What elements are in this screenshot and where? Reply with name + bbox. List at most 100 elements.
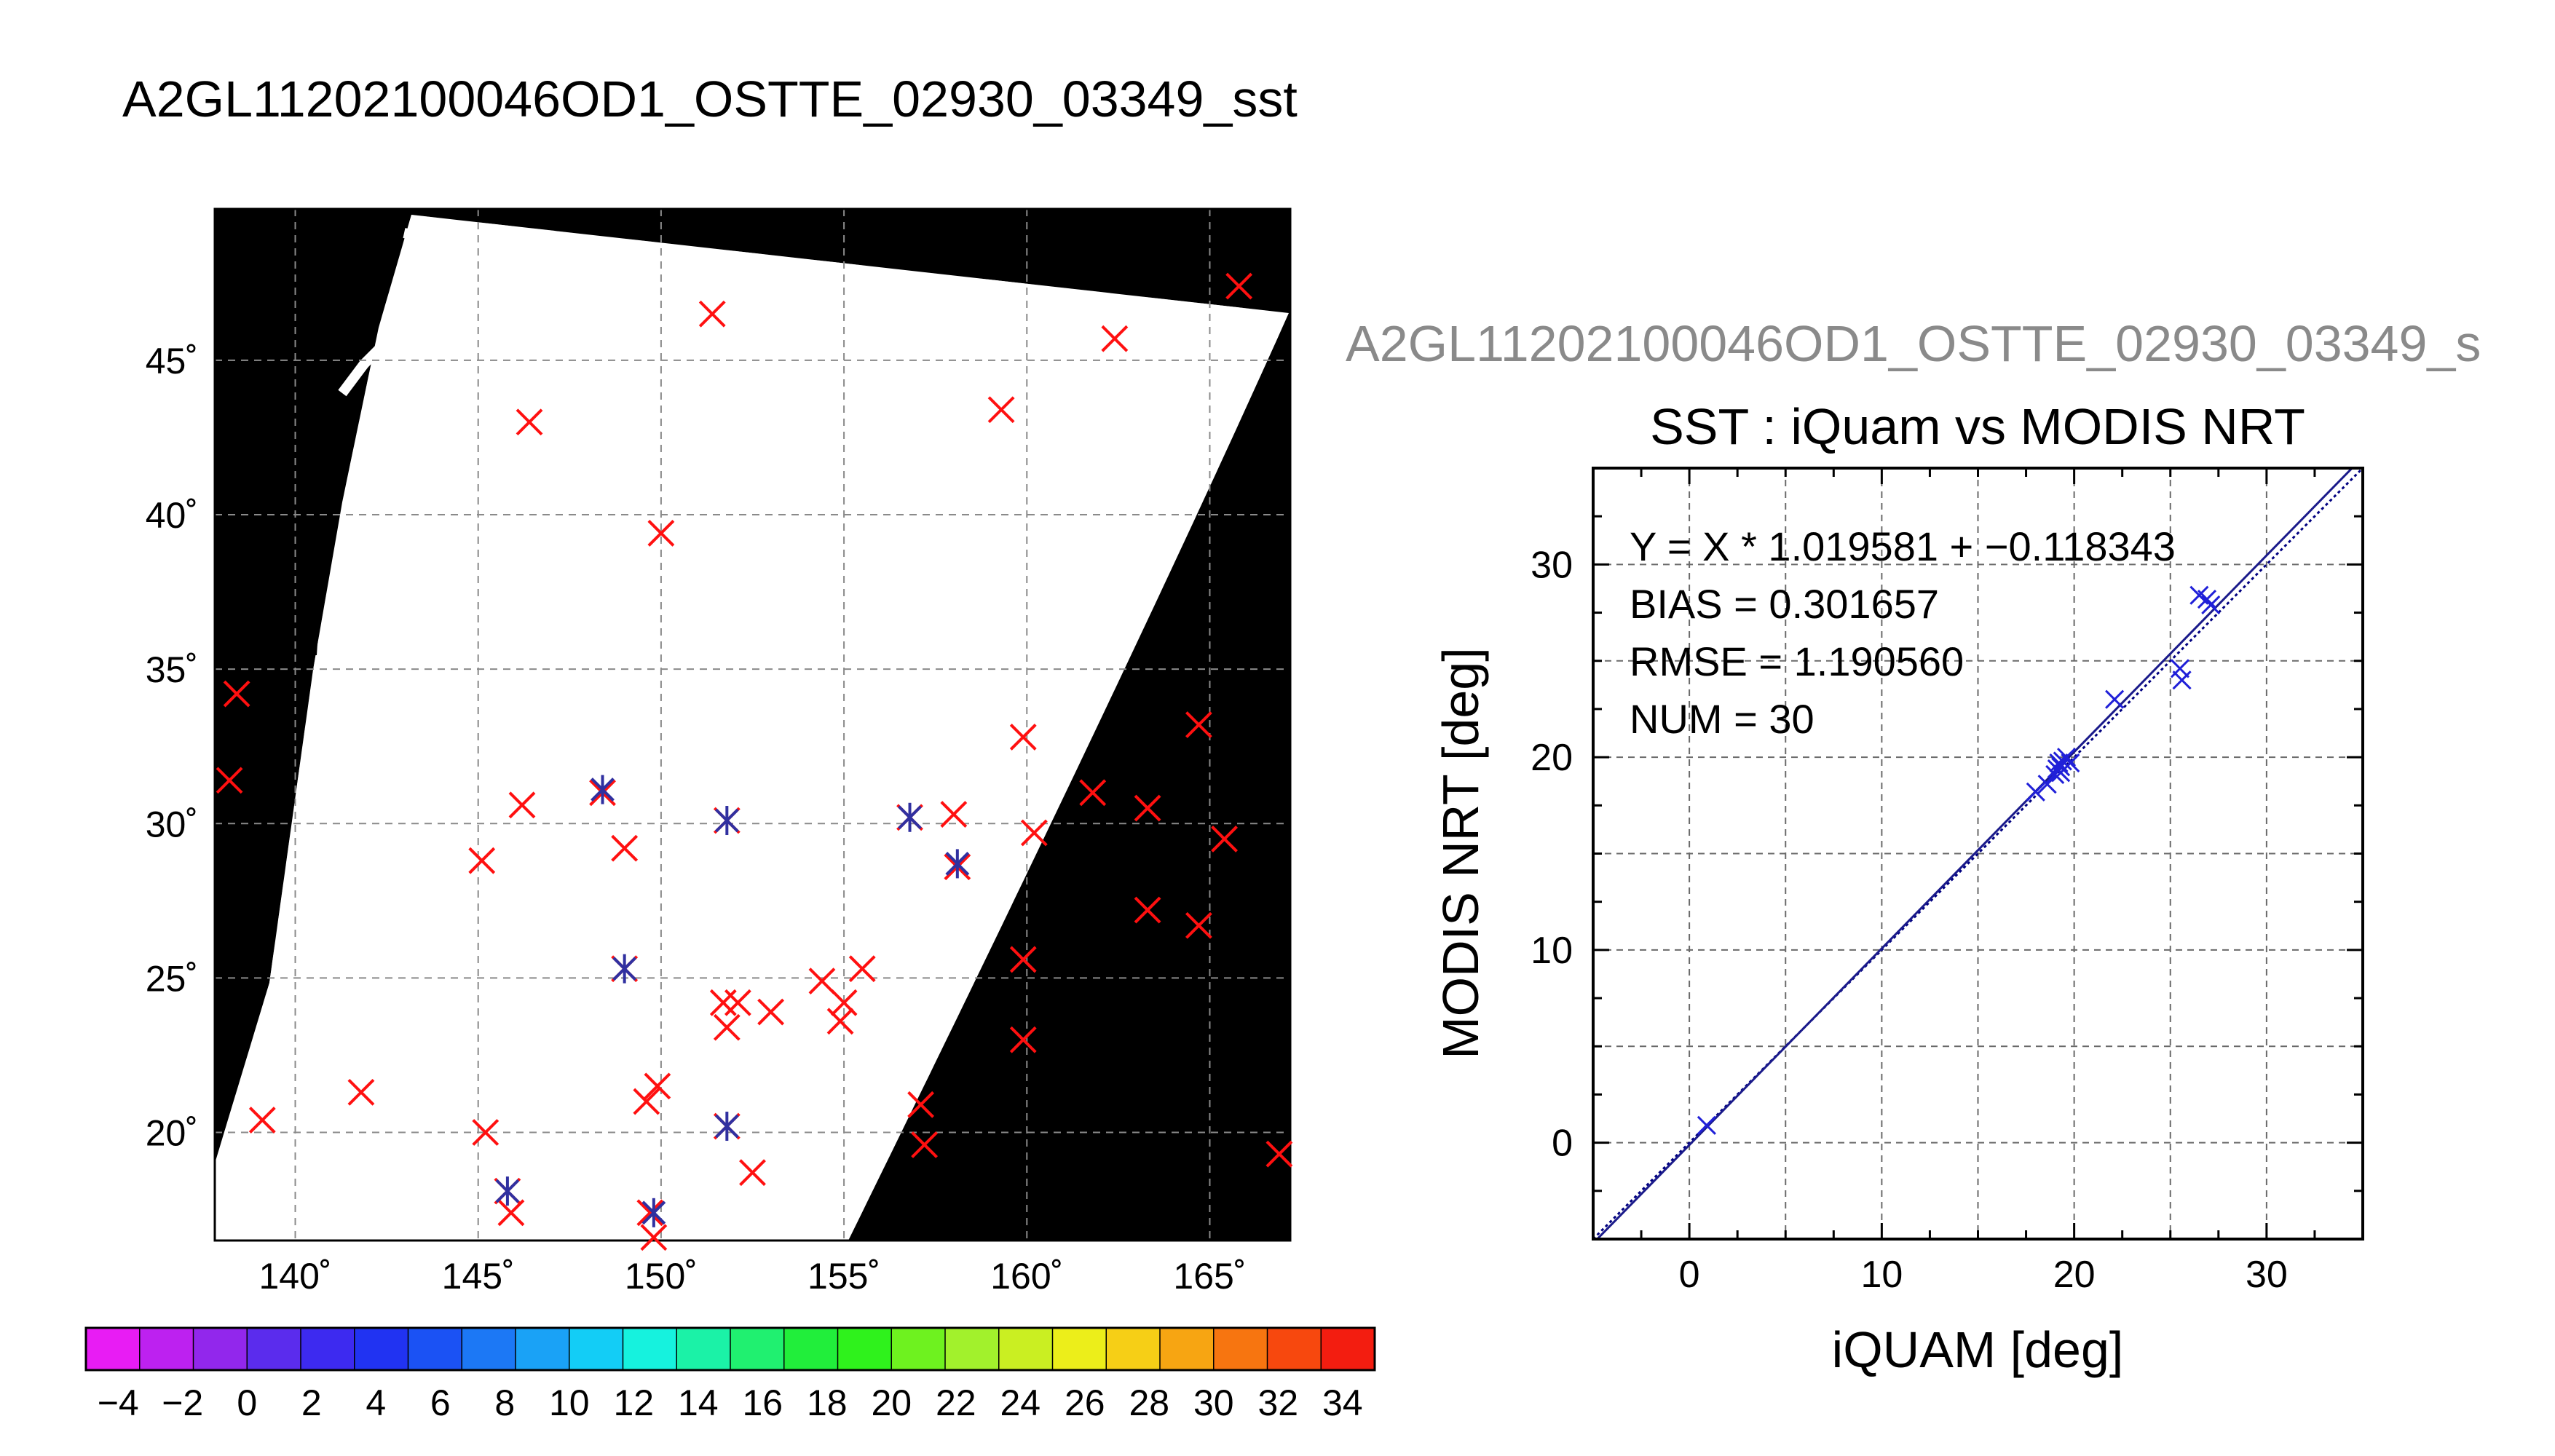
colorbar-cell	[783, 1327, 839, 1371]
colorbar-cell	[192, 1327, 248, 1371]
scatter-point-b	[2061, 753, 2080, 773]
scatter-point-b	[2170, 659, 2190, 678]
iquam-marker	[907, 1091, 935, 1118]
matchup-marker	[612, 954, 637, 984]
scatter-ytick-label: 0	[1552, 1123, 1573, 1165]
iquam-marker-b	[907, 1091, 935, 1118]
scatter-point-b	[2172, 670, 2192, 690]
iquam-marker-b	[633, 1088, 660, 1115]
iquam-marker	[826, 1008, 854, 1035]
map-ytick-label: 40˚	[146, 495, 198, 536]
scatter-ytick-label: 30	[1531, 544, 1573, 586]
colorbar-tick-label: 34	[1322, 1382, 1363, 1423]
colorbar-cell	[246, 1327, 302, 1371]
matchup-marker	[591, 775, 615, 804]
iquam-marker-b	[713, 1013, 741, 1041]
iquam-marker-b	[644, 1072, 671, 1100]
scatter-frame	[1592, 467, 2364, 1241]
colorbar-tick-label: 12	[613, 1382, 654, 1423]
scatter-point	[2201, 595, 2221, 615]
iquam-marker	[1225, 272, 1253, 300]
scatter-point	[2105, 689, 2125, 709]
scatter-point-b	[2105, 689, 2125, 709]
iquam-marker	[508, 791, 536, 819]
colorbar-tick-label: 0	[237, 1382, 257, 1423]
colorbar-cell	[944, 1327, 1000, 1371]
iquam-marker	[468, 847, 496, 874]
colorbar-cell	[1105, 1327, 1161, 1371]
scatter-annotation: RMSE = 1.190560	[1630, 638, 1964, 684]
colorbar: −4 −2 0 2 4 6 8 10 12 14 16 18 20 22 24 26 28 30 32 34	[84, 1326, 1376, 1423]
iquam-marker-b	[516, 408, 543, 436]
scatter-point	[1697, 1115, 1716, 1135]
iquam-marker-b	[611, 834, 639, 862]
scatter-point-b	[2037, 775, 2057, 794]
colorbar-tick-labels: −4 −2 0 2 4 6 8 10 12 14 16 18 20 22 24 26 28 30 32 34	[98, 1382, 1363, 1423]
iquam-marker	[1009, 946, 1037, 973]
colorbar-tick-label: 16	[742, 1382, 783, 1423]
colorbar-cell	[1320, 1327, 1376, 1371]
iquam-marker	[640, 1224, 668, 1251]
colorbar-cell	[461, 1327, 517, 1371]
scatter-xtick-label: 10	[1860, 1254, 1903, 1296]
iquam-marker	[647, 520, 675, 547]
map-ytick-label: 20˚	[146, 1113, 198, 1154]
colorbar-tick-label: 18	[807, 1382, 848, 1423]
iquam-marker	[516, 408, 543, 436]
colorbar-cell	[837, 1327, 893, 1371]
figure-title: A2GL11202100046OD1_OSTTE_02930_03349_sst	[122, 71, 1298, 127]
iquam-marker-b	[223, 680, 250, 708]
iquam-marker	[1020, 819, 1048, 847]
iquam-marker-b	[508, 791, 536, 819]
iquam-marker-b	[848, 955, 876, 983]
iquam-marker-b	[1265, 1140, 1293, 1168]
iquam-marker-b	[739, 1159, 766, 1187]
colorbar-cell	[622, 1327, 678, 1371]
sst-field	[215, 215, 1289, 1241]
colorbar-frame	[84, 1326, 1376, 1372]
iquam-marker	[808, 968, 836, 995]
colorbar-cell	[1051, 1327, 1107, 1371]
scatter-annotation: BIAS = 0.301657	[1630, 581, 1939, 627]
scatter-point	[2051, 757, 2071, 777]
matchup-marker	[641, 1198, 666, 1227]
iquam-marker	[848, 955, 876, 983]
iquam-marker	[497, 1199, 525, 1227]
map-tick-labels: 140˚ 145˚ 150˚ 155˚ 160˚ 165˚ 20˚ 25˚ 30˚ 35˚ 40˚ 4…	[146, 341, 1247, 1297]
colorbar-tick-label: 2	[301, 1382, 322, 1423]
iquam-marker	[1009, 1026, 1037, 1053]
scatter-point	[2197, 589, 2217, 609]
iquam-marker	[713, 1013, 741, 1041]
iquam-marker	[698, 300, 726, 328]
colorbar-tick-label: 6	[430, 1382, 451, 1423]
iquam-marker	[633, 1088, 660, 1115]
scatter-point	[2037, 775, 2057, 794]
sst-map: 140˚ 145˚ 150˚ 155˚ 160˚ 165˚ 20˚ 25˚ 30˚ 35˚ 40˚ 4…	[146, 207, 1293, 1297]
scatter-points	[1697, 585, 2221, 1135]
map-xtick-label: 155˚	[807, 1256, 880, 1297]
scatter-point	[2026, 782, 2045, 802]
colorbar-tick-label: 32	[1257, 1382, 1298, 1423]
iquam-marker-b	[1134, 896, 1161, 924]
scatter-xtick-label: 30	[2246, 1254, 2288, 1296]
identity-line	[1593, 468, 2363, 1239]
iquam-marker	[757, 998, 785, 1026]
iquam-marker-b	[472, 1119, 499, 1146]
scatter-point-b	[2201, 595, 2221, 615]
iquam-marker	[1185, 711, 1212, 738]
iquam-marker	[987, 396, 1015, 424]
iquam-marker-b	[830, 989, 858, 1016]
iquam-marker-b	[808, 968, 836, 995]
matchup-marker	[945, 849, 970, 879]
iquam-marker	[223, 680, 250, 708]
scatter-ylabel: MODIS NRT [deg]	[1432, 647, 1489, 1059]
matchup-marker	[898, 802, 922, 832]
colorbar-tick-label: 20	[871, 1382, 912, 1423]
scatter-point-b	[2056, 748, 2077, 767]
scatter-file-title: A2GL11202100046OD1_OSTTE_02930_03349_s	[1346, 315, 2481, 372]
iquam-marker-b	[709, 989, 737, 1016]
iquam-marker-b	[826, 1008, 854, 1035]
colorbar-cell	[354, 1327, 409, 1371]
colorbar-cell	[730, 1327, 785, 1371]
